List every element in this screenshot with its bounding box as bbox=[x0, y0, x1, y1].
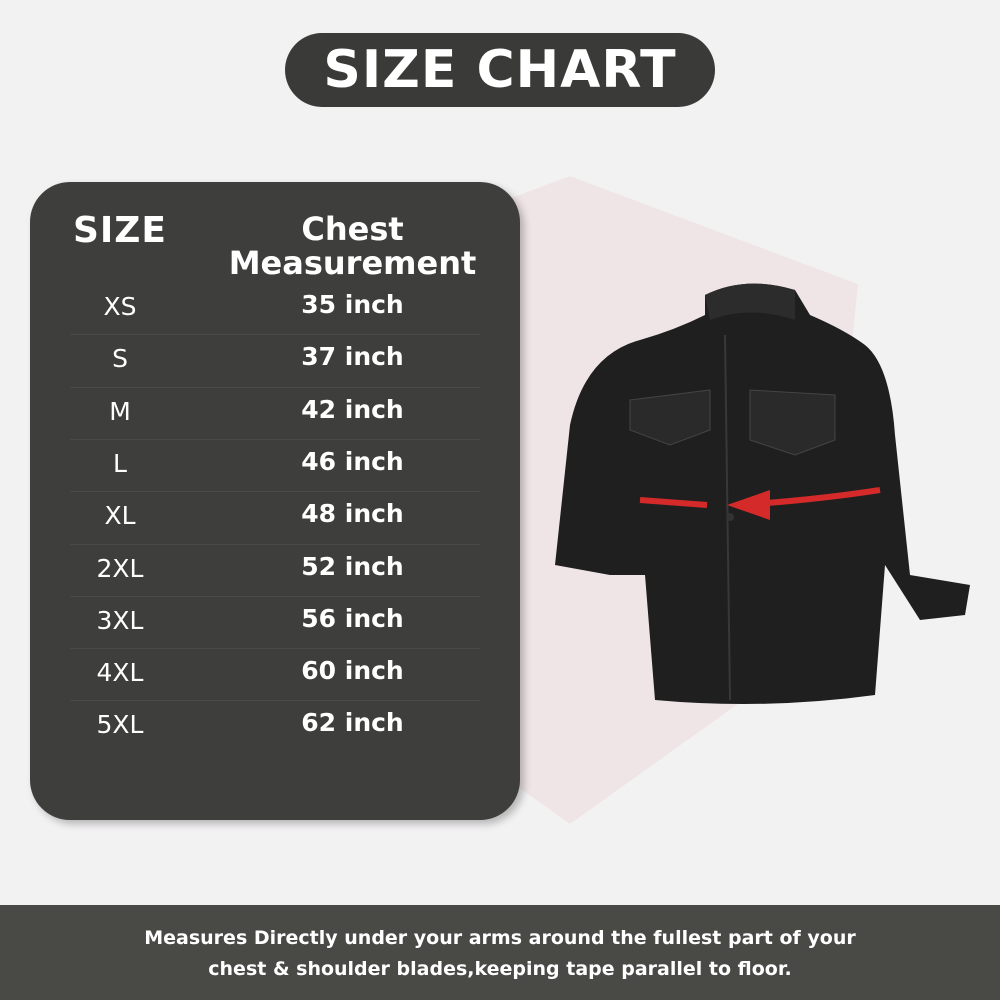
table-row: M 42 inch bbox=[30, 387, 520, 439]
row-divider bbox=[70, 543, 480, 545]
measurement-instructions: Measures Directly under your arms around… bbox=[0, 905, 1000, 1000]
size-cell: 4XL bbox=[96, 658, 144, 688]
table-row: 3XL 56 inch bbox=[30, 596, 520, 648]
size-cell: 3XL bbox=[96, 605, 144, 635]
row-divider bbox=[70, 334, 480, 336]
size-table: SIZE Chest Measurement XS 35 inch S 37 inch… bbox=[30, 182, 520, 820]
size-cell: M bbox=[109, 396, 131, 426]
header-size: SIZE bbox=[72, 210, 168, 251]
header-chest: Chest Measurement bbox=[210, 212, 495, 280]
table-row: XL 48 inch bbox=[30, 491, 520, 543]
chest-cell: 62 inch bbox=[301, 708, 404, 738]
row-divider bbox=[70, 386, 480, 388]
size-cell: 2XL bbox=[96, 553, 144, 583]
table-row: XS 35 inch bbox=[30, 282, 520, 334]
header-chest-line1: Chest bbox=[301, 210, 404, 248]
chest-cell: 46 inch bbox=[301, 446, 404, 476]
table-row: 2XL 52 inch bbox=[30, 544, 520, 596]
table-row: 4XL 60 inch bbox=[30, 648, 520, 700]
chest-cell: 56 inch bbox=[301, 603, 404, 633]
row-divider bbox=[70, 700, 480, 702]
row-divider bbox=[70, 648, 480, 650]
row-divider bbox=[70, 491, 480, 493]
page-title: SIZE CHART bbox=[285, 33, 715, 107]
size-cell: XL bbox=[104, 501, 136, 531]
table-row: 5XL 62 inch bbox=[30, 700, 520, 752]
jacket-image bbox=[555, 283, 970, 704]
title-text: SIZE CHART bbox=[323, 40, 677, 100]
size-cell: L bbox=[113, 448, 127, 478]
chest-cell: 37 inch bbox=[301, 342, 404, 372]
row-divider bbox=[70, 438, 480, 440]
header-chest-line2: Measurement bbox=[228, 244, 477, 282]
instruction-line2: chest & shoulder blades,keeping tape par… bbox=[208, 958, 792, 980]
table-row: S 37 inch bbox=[30, 334, 520, 386]
table-row: L 46 inch bbox=[30, 439, 520, 491]
chest-cell: 60 inch bbox=[301, 656, 404, 686]
instruction-line1: Measures Directly under your arms around… bbox=[144, 927, 856, 949]
chest-cell: 48 inch bbox=[301, 499, 404, 529]
size-cell: S bbox=[112, 344, 128, 374]
chest-cell: 52 inch bbox=[301, 551, 404, 581]
chest-cell: 42 inch bbox=[301, 394, 404, 424]
chest-cell: 35 inch bbox=[301, 290, 404, 319]
row-divider bbox=[70, 595, 480, 597]
size-cell: XS bbox=[103, 292, 137, 321]
size-cell: 5XL bbox=[96, 710, 144, 740]
